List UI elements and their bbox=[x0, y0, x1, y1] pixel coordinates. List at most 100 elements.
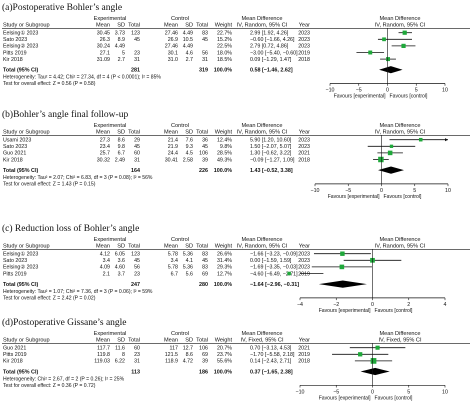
study-column-header: Study or Subgroup bbox=[3, 338, 50, 344]
cell-n2: 106 bbox=[199, 151, 208, 157]
study-row: Eelsing② 2023 4.09 4.60 56 5.78 5.36 83 29.3% −1… bbox=[3, 264, 372, 271]
cell-sd1: 9.8 bbox=[118, 144, 125, 150]
year-header: Year bbox=[299, 23, 310, 29]
study-marker bbox=[386, 57, 391, 62]
cell-sd2: 8.6 bbox=[186, 352, 193, 358]
x-tick-label: −10 bbox=[296, 389, 305, 395]
column-header-sd1: SD bbox=[117, 23, 125, 29]
effect-ci: 0.14 [−2.43, 2.71] bbox=[250, 359, 292, 365]
year-header: Year bbox=[299, 338, 310, 344]
effect-ci: 0.00 [−1.59, 1.59] bbox=[250, 258, 292, 264]
cell-sd1: 8.9 bbox=[118, 37, 125, 43]
study-year: 2023 bbox=[298, 138, 310, 144]
cell-n1: 31 bbox=[134, 359, 140, 365]
mean-difference-plot-header: Mean Difference bbox=[380, 237, 421, 243]
study-row: Usami 2023 27.3 8.6 29 21.4 7.6 36 12.4% 5.90 [1… bbox=[3, 138, 448, 144]
column-header-sd2: SD bbox=[185, 244, 193, 250]
cell-n1: 45 bbox=[134, 144, 140, 150]
study-row: Eelsing② 2023 30.24 4.49 27.46 4.49 22.5% 2.79… bbox=[3, 44, 416, 50]
panel-title: (c) Reduction loss of Bohler’s angle bbox=[2, 223, 139, 234]
column-header-sd1: SD bbox=[117, 338, 125, 344]
pooled-diamond bbox=[360, 367, 390, 376]
study-name: Kir 2018 bbox=[3, 359, 23, 365]
cell-sd1: 3.73 bbox=[115, 31, 125, 37]
cell-sd1: 6.7 bbox=[118, 151, 125, 157]
experimental-header: Experimental bbox=[94, 16, 127, 22]
cell-sd1: 4.60 bbox=[115, 265, 125, 271]
cell-m2: 118.9 bbox=[165, 359, 178, 365]
cell-n2: 69 bbox=[202, 352, 208, 358]
column-header-m1: Mean bbox=[96, 130, 110, 136]
cell-sd2: 2.58 bbox=[183, 157, 193, 163]
total-n-experimental: 113 bbox=[131, 369, 140, 375]
mean-difference-header: Mean Difference bbox=[242, 123, 283, 129]
study-name: Sato 2023 bbox=[3, 37, 27, 43]
study-year: 2023 bbox=[298, 31, 310, 37]
study-year: 2021 bbox=[298, 346, 310, 352]
study-year: 2018 bbox=[298, 157, 310, 163]
effect-ci: 2.79 [0.72, 4.86] bbox=[250, 44, 289, 50]
cell-sd1: 8.6 bbox=[118, 138, 125, 144]
cell-sd1: 2.49 bbox=[115, 157, 125, 163]
cell-n2: 45 bbox=[202, 258, 208, 264]
effect-ci: 0.09 [−1.29, 1.47] bbox=[250, 57, 292, 63]
control-header: Control bbox=[171, 331, 189, 337]
column-header-m2: Mean bbox=[164, 338, 178, 344]
column-header-n1: Total bbox=[128, 244, 140, 250]
heterogeneity-text: Heterogeneity: Tau² = 4.42; Chi² = 27.34… bbox=[3, 75, 161, 81]
study-row: Sato 2023 3.4 3.6 45 3.4 4.1 45 31.4% 0.00 [−1.5… bbox=[3, 257, 402, 264]
column-header-sd1: SD bbox=[117, 130, 125, 136]
study-row: Eelsing① 2023 4.12 6.05 123 5.78 5.36 83 26.6% −… bbox=[3, 251, 371, 258]
cell-sd2: 4.49 bbox=[183, 31, 193, 37]
total-weight: 100.0% bbox=[214, 282, 232, 288]
effect-ci: −3.00 [−5.40, −0.60] bbox=[250, 50, 298, 56]
cell-weight: 18.0% bbox=[217, 50, 232, 56]
cell-sd1: 5 bbox=[122, 50, 125, 56]
overall-effect-text: Test for overall effect: Z = 1.43 (P = 0… bbox=[3, 181, 96, 187]
overall-effect-text: Test for overall effect: Z = 0.56 (P = 0… bbox=[3, 81, 96, 87]
cell-sd2: 5.36 bbox=[183, 252, 193, 258]
favours-experimental: Favours [experimental] bbox=[319, 395, 371, 401]
cell-weight: 9.8% bbox=[220, 144, 232, 150]
study-marker bbox=[370, 358, 377, 364]
column-header-weight: Weight bbox=[215, 338, 233, 344]
study-year: 2023 bbox=[298, 265, 310, 271]
effect-ci: 1.50 [−2.07, 5.07] bbox=[250, 144, 292, 150]
cell-n2: 45 bbox=[202, 144, 208, 150]
cell-m2: 30.1 bbox=[168, 50, 178, 56]
column-header-weight: Weight bbox=[215, 244, 233, 250]
cell-n1: 23 bbox=[134, 271, 140, 277]
heterogeneity-text: Heterogeneity: Tau² = 1.07; Chi² = 7.36,… bbox=[3, 289, 153, 295]
cell-sd1: 2.7 bbox=[118, 57, 125, 63]
column-header-n2: Total bbox=[196, 244, 208, 250]
cell-m1: 119.03 bbox=[94, 359, 110, 365]
cell-weight: 31.4% bbox=[217, 258, 232, 264]
column-header-m1: Mean bbox=[96, 244, 110, 250]
total-label: Total (95% CI) bbox=[3, 68, 38, 74]
cell-m2: 21.9 bbox=[168, 144, 178, 150]
cell-sd2: 12.7 bbox=[183, 346, 193, 352]
control-header: Control bbox=[171, 123, 189, 129]
total-ci: 0.37 [−1.65, 2.38] bbox=[250, 369, 293, 375]
study-marker bbox=[339, 264, 345, 270]
cell-m2: 26.9 bbox=[168, 37, 178, 43]
study-row: Kir 2018 119.03 6.22 31 118.9 4.72 39 55.6% 0.14… bbox=[3, 358, 393, 365]
effect-ci: −1.66 [−3.23, −0.09] bbox=[250, 252, 298, 258]
effect-ci: 1.30 [−0.62, 3.22] bbox=[250, 151, 292, 157]
cell-n2: 83 bbox=[202, 31, 208, 37]
cell-sd2: 5.6 bbox=[186, 271, 193, 277]
experimental-header: Experimental bbox=[94, 123, 127, 129]
cell-m2: 3.4 bbox=[171, 258, 178, 264]
cell-n2: 45 bbox=[202, 37, 208, 43]
cell-sd1: 3.7 bbox=[118, 271, 125, 277]
study-name: Eelsing① 2023 bbox=[3, 31, 38, 37]
study-year: 2023 bbox=[298, 44, 310, 50]
column-header-weight: Weight bbox=[215, 130, 233, 136]
favours-experimental: Favours [experimental] bbox=[319, 308, 371, 314]
panel-3: (c) Reduction loss of Bohler’s angle Expe… bbox=[2, 223, 470, 314]
mean-difference-header: Mean Difference bbox=[242, 237, 283, 243]
cell-n1: 123 bbox=[131, 252, 140, 258]
cell-n1: 123 bbox=[131, 31, 140, 37]
cell-weight: 55.6% bbox=[217, 359, 232, 365]
study-name: Eelsing② 2023 bbox=[3, 44, 38, 50]
